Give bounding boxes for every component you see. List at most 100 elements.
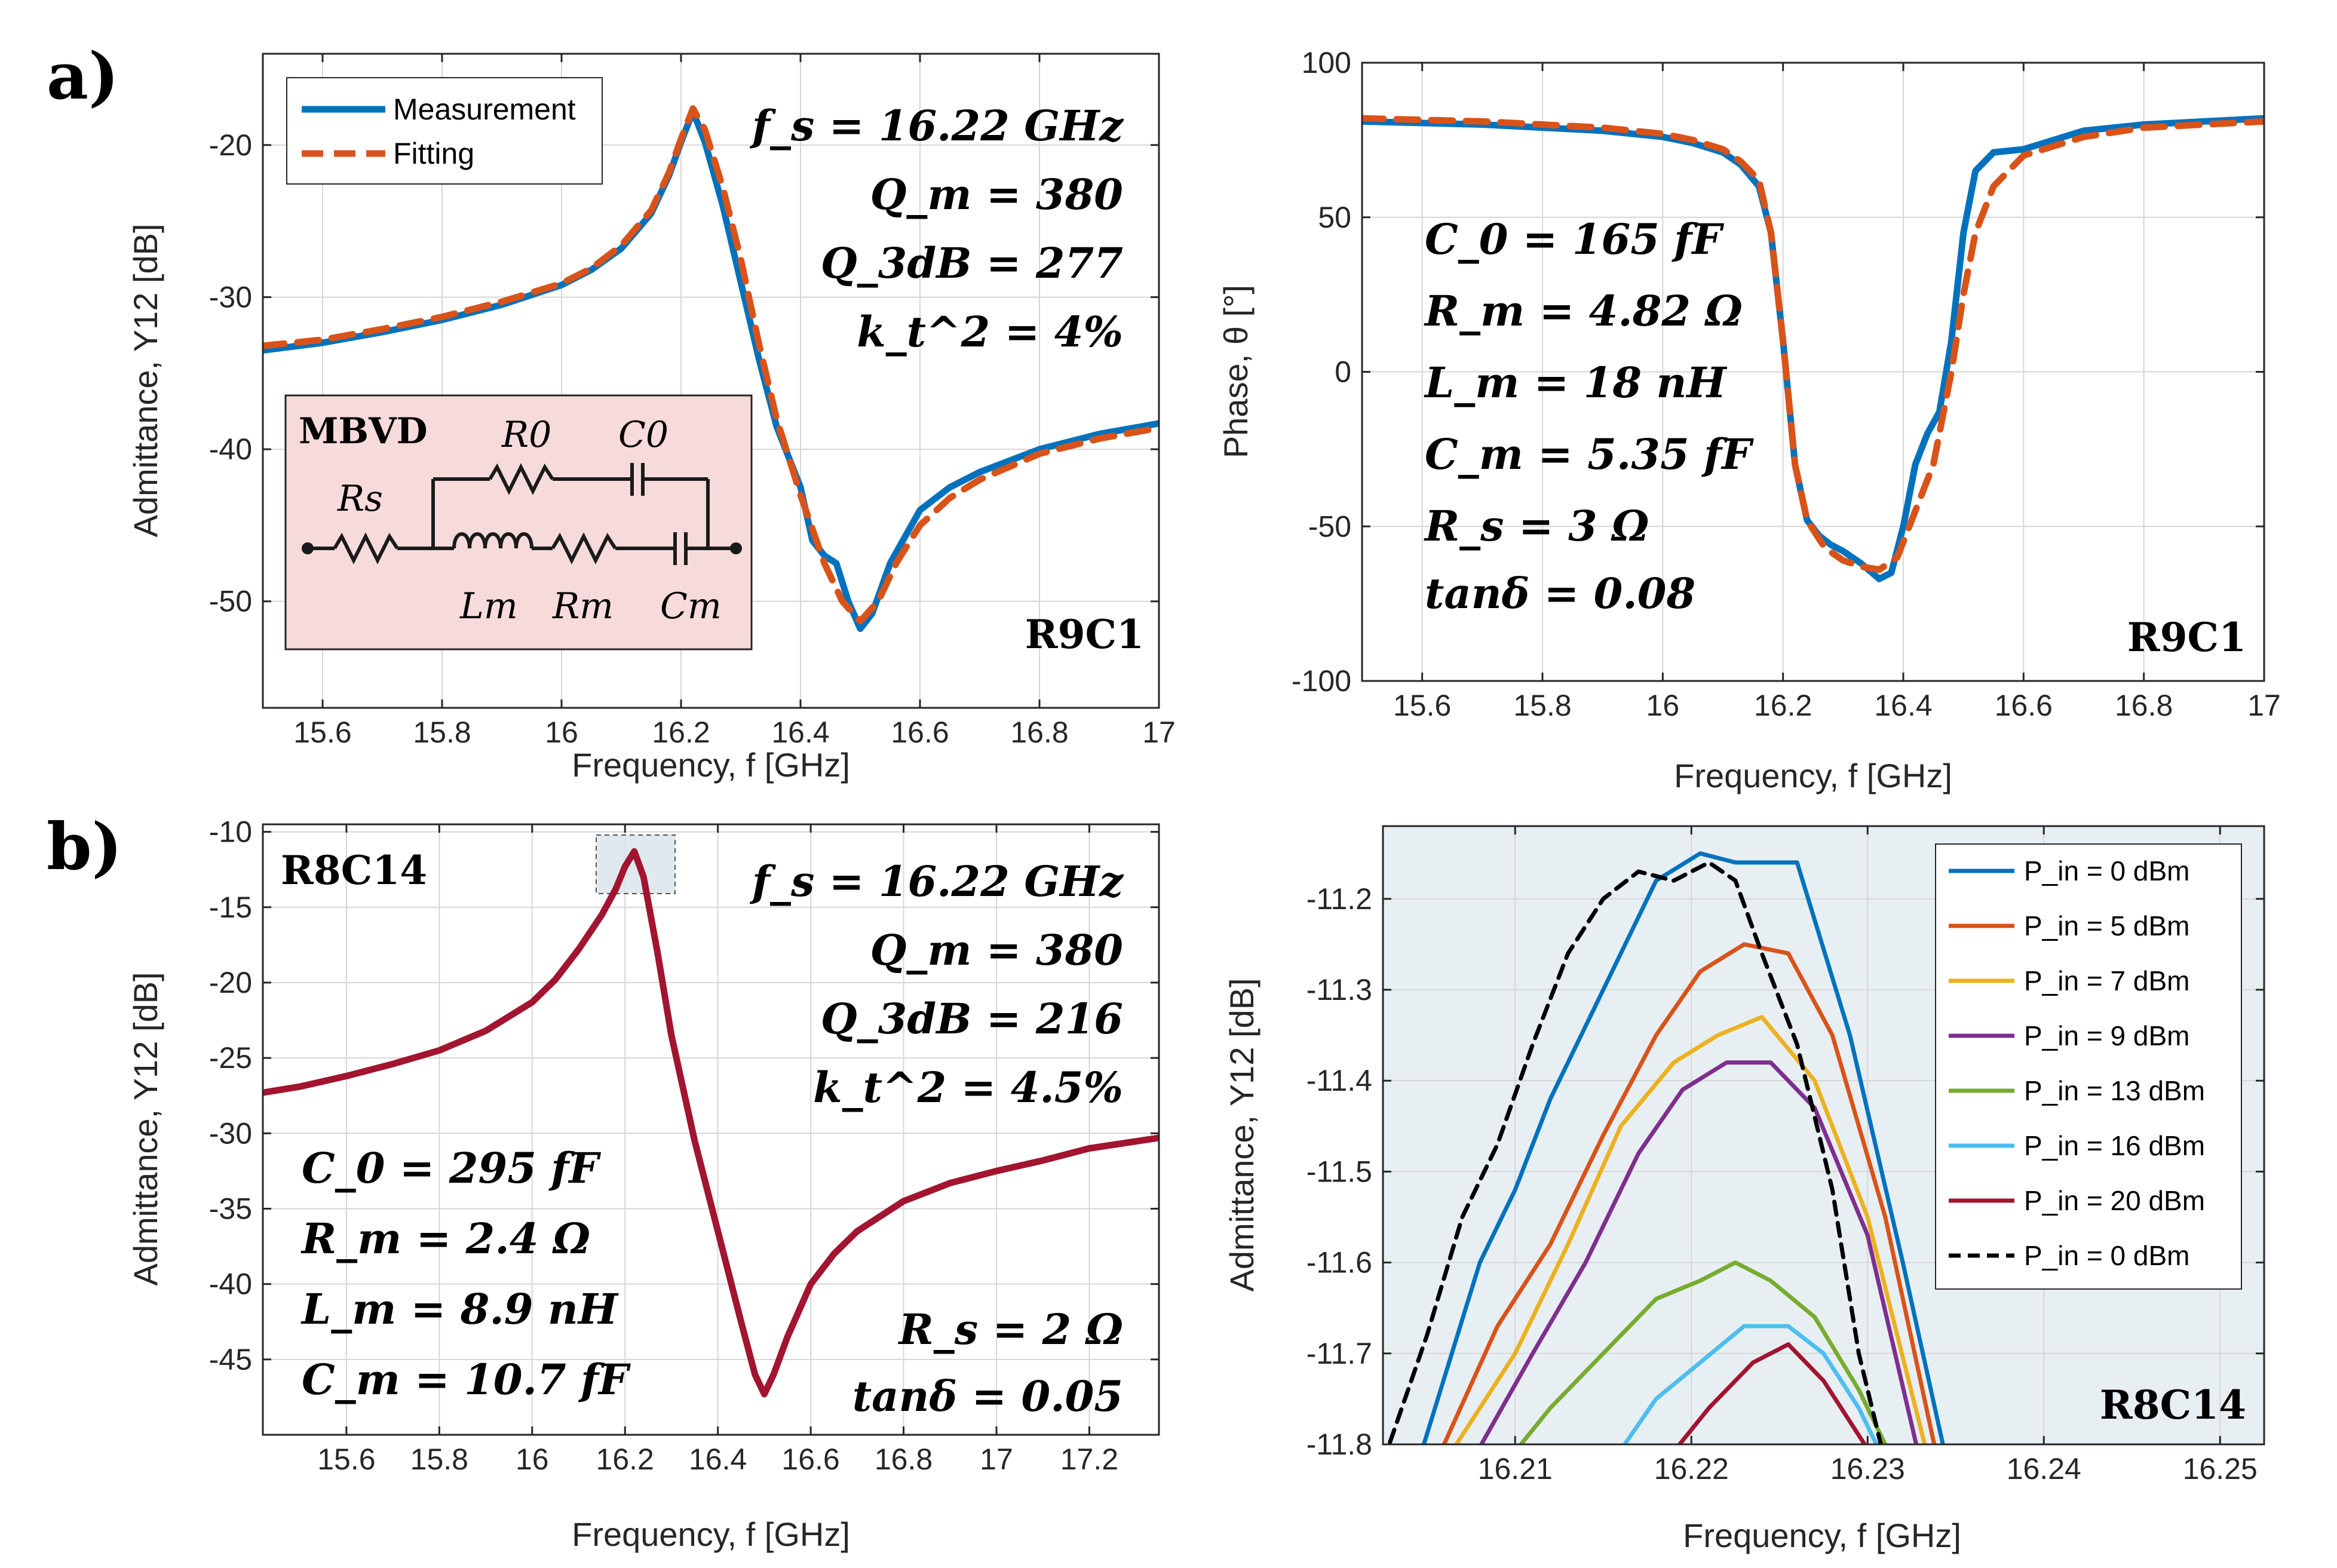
x-tick-label: 15.6 <box>317 1443 375 1476</box>
device-tag: R8C14 <box>2100 1382 2246 1428</box>
mbvd-circuit-inset: MBVD <box>284 394 753 650</box>
x-tick-label: 17 <box>2247 689 2281 722</box>
legend: P_in = 0 dBm P_in = 5 dBm P_in = 7 dBm P_in… <box>1935 843 2242 1290</box>
legend-label-5: P_in = 16 dBm <box>2024 1130 2205 1161</box>
series-group <box>1387 851 1945 1444</box>
param-rm: R_m = 2.4 Ω <box>300 1214 590 1263</box>
series-line-1 <box>1362 115 2264 573</box>
legend-label-4: P_in = 13 dBm <box>2024 1075 2205 1106</box>
x-axis-label: Frequency, f [GHz] <box>572 1515 850 1553</box>
param-cm: C_m = 10.7 fF <box>302 1355 631 1404</box>
legend-label-2: P_in = 7 dBm <box>2024 965 2189 996</box>
x-tick-label: 16.21 <box>1478 1452 1553 1486</box>
x-axis-label: Frequency, f [GHz] <box>1683 1517 1961 1554</box>
plot-area <box>263 824 1159 1435</box>
x-axis-label: Frequency, f [GHz] <box>572 746 850 784</box>
y-tick-label: -11.7 <box>1306 1337 1372 1370</box>
series-line-7 <box>1387 860 1884 1444</box>
chart-a-left: 15.6 15.8 16 16.2 16.4 16.6 16.8 17 -20 -30 -40 -50… <box>127 53 1176 784</box>
legend-label-7: P_in = 0 dBm <box>2024 1240 2189 1271</box>
y-tick-label: -25 <box>209 1041 252 1075</box>
param-fs: f_s = 16.22 GHz <box>749 101 1124 151</box>
series-line-0 <box>1421 851 1945 1444</box>
label-rm: Rm <box>552 585 614 627</box>
label-cm: Cm <box>660 585 722 627</box>
panel-label-a: a) <box>47 39 119 114</box>
x-tick-label: 15.8 <box>410 1443 468 1476</box>
x-tick-label: 16.8 <box>2115 689 2173 722</box>
y-tick-label: 100 <box>1302 46 1351 79</box>
x-tick-label: 16.6 <box>781 1443 839 1476</box>
legend: Measurement Fitting <box>286 77 603 185</box>
param-rm: R_m = 4.82 Ω <box>1424 286 1743 336</box>
y-tick-label: -11.6 <box>1306 1246 1372 1279</box>
label-c0: C0 <box>618 414 668 456</box>
param-kt2: k_t^2 = 4.5% <box>813 1063 1123 1112</box>
x-tick-label: 16.2 <box>596 1443 654 1476</box>
y-tick-label: -40 <box>209 432 252 466</box>
legend-box <box>1935 843 2242 1290</box>
param-rs: R_s = 2 Ω <box>898 1305 1123 1354</box>
chart-b-left: 15.6 15.8 16 16.2 16.4 16.6 16.8 17 17.2 -10 -15 -2… <box>127 815 1160 1553</box>
y-tick-label: 0 <box>1335 355 1351 389</box>
param-c0: C_0 = 165 fF <box>1425 214 1724 264</box>
series-line-5 <box>1622 1324 1879 1444</box>
parameter-annotations: f_s = 16.22 GHz Q_m = 380 Q_3dB = 277 k_… <box>749 101 1124 357</box>
param-q3db: Q_3dB = 216 <box>821 994 1123 1044</box>
chart-b-right: 16.21 16.22 16.23 16.24 16.25 -11.2 -11.3 -11.4… <box>1223 825 2265 1554</box>
legend-label-fitting: Fitting <box>393 137 474 170</box>
y-tick-label: -11.2 <box>1306 882 1372 916</box>
series-line-0 <box>263 848 1159 1398</box>
y-tick-label: -11.4 <box>1306 1064 1372 1097</box>
y-tick-label: -45 <box>209 1343 252 1376</box>
gridlines <box>263 824 1159 1435</box>
inset-box <box>284 394 753 650</box>
series-line-3 <box>1479 1060 1919 1444</box>
legend-label-0: P_in = 0 dBm <box>2024 855 2189 886</box>
series-group <box>1362 115 2264 582</box>
x-axis-label: Frequency, f [GHz] <box>1674 757 1952 794</box>
label-rs: Rs <box>337 478 383 520</box>
tick-labels: 16.21 16.22 16.23 16.24 16.25 -11.2 -11.3 -11.4… <box>1306 826 2264 1486</box>
chart-a-right: 15.6 15.8 16 16.2 16.4 16.6 16.8 17 100 50 0 -50 -10… <box>1217 46 2281 794</box>
param-fs: f_s = 16.22 GHz <box>749 857 1124 906</box>
legend-box <box>286 77 603 185</box>
y-axis-label: Admittance, Y12 [dB] <box>127 972 164 1285</box>
x-tick-label: 16.8 <box>1010 716 1068 749</box>
circuit-wires <box>308 463 736 565</box>
param-lm: L_m = 18 nH <box>1424 358 1727 407</box>
x-tick-label: 16.23 <box>1830 1452 1905 1486</box>
y-tick-label: 50 <box>1318 201 1351 234</box>
parameter-annotations: C_0 = 165 fF R_m = 4.82 Ω L_m = 18 nH C_… <box>1424 214 1754 618</box>
param-lm: L_m = 8.9 nH <box>300 1284 619 1334</box>
terminal-left <box>302 542 314 554</box>
plot-frame <box>262 53 1160 709</box>
terminal-right <box>730 542 742 554</box>
param-tan: tanδ = 0.08 <box>1425 569 1695 618</box>
tick-labels: 15.6 15.8 16 16.2 16.4 16.6 16.8 17 100 50 0 -50 -10… <box>1292 46 2281 722</box>
param-rs: R_s = 3 Ω <box>1424 501 1649 551</box>
series-group <box>263 848 1159 1398</box>
param-kt2: k_t^2 = 4% <box>857 307 1123 357</box>
y-tick-label: -50 <box>209 585 252 618</box>
legend-label-3: P_in = 9 dBm <box>2024 1020 2189 1051</box>
series-line-0 <box>263 108 1159 633</box>
device-tag: R9C1 <box>2127 614 2246 661</box>
x-tick-label: 16.6 <box>891 716 949 749</box>
x-tick-label: 16.24 <box>2007 1452 2081 1486</box>
x-tick-label: 16.2 <box>1754 689 1812 722</box>
x-tick-label: 16 <box>545 716 578 749</box>
param-q3db: Q_3dB = 277 <box>821 238 1123 288</box>
device-tag: R9C1 <box>1025 611 1144 658</box>
series-line-2 <box>1453 1015 1927 1444</box>
y-tick-label: -11.5 <box>1306 1155 1372 1188</box>
plot-frame <box>1382 825 2265 1446</box>
y-axis-label: Admittance, Y12 [dB] <box>127 223 164 537</box>
device-tag: R8C14 <box>281 847 427 894</box>
x-tick-label: 17 <box>980 1443 1013 1476</box>
legend-label-6: P_in = 20 dBm <box>2024 1185 2205 1216</box>
param-c0: C_0 = 295 fF <box>302 1143 601 1193</box>
panel-label-b: b) <box>47 809 122 885</box>
plot-frame <box>262 823 1160 1436</box>
